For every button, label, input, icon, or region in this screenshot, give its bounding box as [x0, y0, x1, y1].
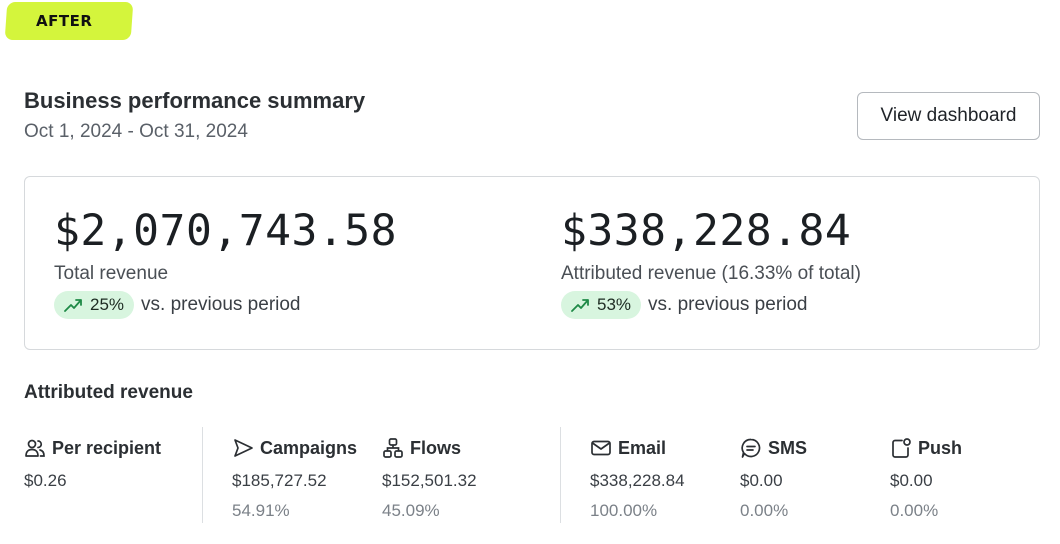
column-percent: 100.00%: [590, 501, 658, 520]
column-value: $152,501.32: [382, 471, 477, 490]
date-range: Oct 1, 2024 - Oct 31, 2024: [24, 121, 248, 142]
attributed-revenue-value: $338,228.84: [561, 206, 852, 256]
column-percent: 54.91%: [232, 501, 290, 520]
view-dashboard-button[interactable]: View dashboard: [857, 92, 1040, 140]
column-value: $185,727.52: [232, 471, 327, 490]
column-header: Email: [590, 436, 685, 460]
column-header: Push: [890, 436, 962, 460]
column-label: Flows: [410, 437, 462, 458]
change-value: 25%: [90, 295, 125, 314]
email-column: Email $338,228.84 100.00%: [590, 436, 685, 521]
column-value: $0.00: [890, 471, 933, 490]
column-value: $338,228.84: [590, 471, 685, 490]
column-divider: [560, 427, 561, 523]
column-label: Per recipient: [52, 437, 162, 458]
column-value: $0.00: [740, 471, 783, 490]
total-revenue-value: $2,070,743.58: [54, 206, 398, 256]
summary-card: $2,070,743.58 Total revenue 25% vs. prev…: [24, 176, 1040, 350]
push-icon: [892, 438, 911, 458]
attributed-section-title: Attributed revenue: [24, 382, 193, 403]
change-suffix: vs. previous period: [141, 294, 301, 315]
send-icon: [234, 439, 253, 457]
after-badge-label: AFTER: [35, 12, 93, 30]
column-header: SMS: [740, 436, 807, 460]
per-recipient-column: Per recipient $0.26: [24, 436, 161, 491]
attributed-revenue-change: 53% vs. previous period: [561, 291, 861, 319]
change-pill: 25%: [54, 291, 135, 319]
chat-icon: [741, 438, 761, 458]
column-header: Campaigns: [232, 436, 357, 460]
total-revenue-change: 25% vs. previous period: [54, 291, 397, 319]
trend-up-icon: [571, 299, 589, 312]
attributed-revenue-label: Attributed revenue (16.33% of total): [561, 263, 861, 284]
column-percent: 0.00%: [890, 501, 939, 520]
column-label: Campaigns: [260, 437, 358, 458]
change-pill: 53%: [561, 291, 642, 319]
change-value: 53%: [597, 295, 632, 314]
flows-column: Flows $152,501.32 45.09%: [382, 436, 477, 521]
column-value: $0.26: [24, 471, 67, 490]
flow-icon: [383, 438, 403, 458]
push-column: Push $0.00 0.00%: [890, 436, 962, 521]
page-title: Business performance summary: [24, 88, 366, 113]
column-percent: 0.00%: [740, 501, 789, 520]
total-revenue-metric: $2,070,743.58 Total revenue 25% vs. prev…: [54, 205, 397, 319]
after-badge: AFTER: [4, 2, 134, 40]
column-percent: 45.09%: [382, 501, 440, 520]
column-divider: [202, 427, 203, 523]
column-label: Push: [918, 437, 963, 458]
total-revenue-label: Total revenue: [54, 263, 169, 284]
column-header: Per recipient: [24, 436, 161, 460]
attributed-revenue-metric: $338,228.84 Attributed revenue (16.33% o…: [561, 205, 861, 319]
column-header: Flows: [382, 436, 477, 460]
mail-icon: [591, 440, 611, 456]
campaigns-column: Campaigns $185,727.52 54.91%: [232, 436, 357, 521]
change-suffix: vs. previous period: [648, 294, 808, 315]
column-label: SMS: [768, 437, 808, 458]
trend-up-icon: [64, 299, 82, 312]
sms-column: SMS $0.00 0.00%: [740, 436, 807, 521]
column-label: Email: [618, 437, 667, 458]
people-icon: [25, 439, 45, 457]
